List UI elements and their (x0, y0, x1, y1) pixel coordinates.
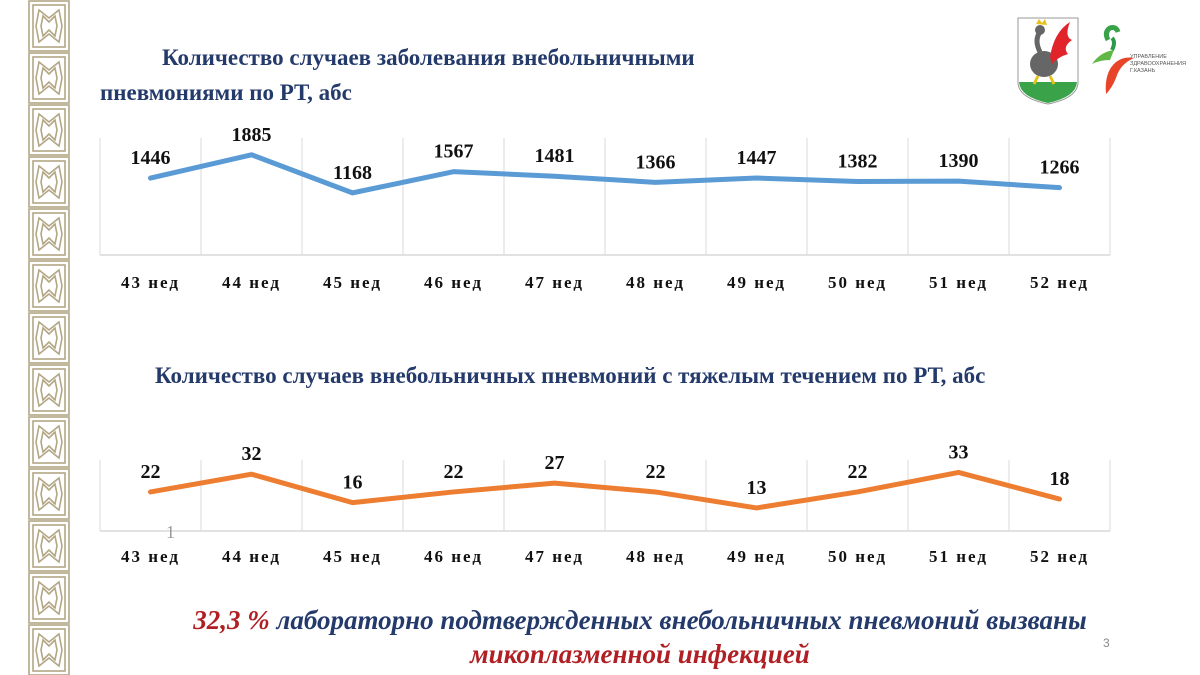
chart2-data-label: 27 (545, 452, 565, 474)
chart2-title: Количество случаев внебольничных пневмон… (155, 363, 986, 388)
chart1-category-label: 48 нед (626, 273, 685, 292)
chart1-data-label: 1366 (636, 151, 676, 173)
chart1-data-label: 1382 (838, 151, 878, 173)
chart2-data-label: 13 (747, 477, 767, 499)
chart1-data-label: 1567 (434, 141, 474, 163)
chart1-title-line2: пневмониями по РТ, абс (100, 80, 352, 105)
chart2-category-label: 51 нед (929, 547, 988, 566)
chart1-category-label: 51 нед (929, 273, 988, 292)
chart1-category-label: 44 нед (222, 273, 281, 292)
logos: УПРАВЛЕНИЕ ЗДРАВООХРАНЕНИЯ Г.КАЗАНЬ (1017, 17, 1186, 105)
chart2-data-label: 32 (242, 443, 262, 465)
chart2-data-label: 33 (949, 441, 969, 463)
chart1-data-label: 1390 (939, 150, 979, 172)
chart2-category-label: 44 нед (222, 547, 281, 566)
chart2-category-label: 49 нед (727, 547, 786, 566)
footer-highlight: 32,3 % (193, 605, 270, 635)
svg-text:УПРАВЛЕНИЕ: УПРАВЛЕНИЕ (1130, 54, 1167, 60)
kazan-coat-of-arms-logo (1017, 17, 1079, 105)
health-department-logo: УПРАВЛЕНИЕ ЗДРАВООХРАНЕНИЯ Г.КАЗАНЬ (1092, 25, 1186, 94)
svg-text:ЗДРАВООХРАНЕНИЯ: ЗДРАВООХРАНЕНИЯ (1130, 61, 1186, 67)
chart1-series-line (148, 152, 1062, 196)
svg-text:Г.КАЗАНЬ: Г.КАЗАНЬ (1130, 68, 1156, 74)
chart1-data-label: 1481 (535, 145, 575, 167)
chart1-category-label: 47 нед (525, 273, 584, 292)
footer-text: лабораторно подтвержденных внебольничных… (269, 605, 1087, 635)
chart1-category-label: 49 нед (727, 273, 786, 292)
chart1-data-label: 1168 (333, 162, 372, 184)
chart2-category-label: 47 нед (525, 547, 584, 566)
chart2-data-label: 16 (343, 472, 363, 494)
chart2-category-label: 43 нед (121, 547, 180, 566)
chart2-data-label: 22 (848, 461, 868, 483)
chart1-category-label: 46 нед (424, 273, 483, 292)
chart1-data-label: 1885 (232, 124, 272, 146)
chart2-data-label: 22 (646, 461, 666, 483)
chart2-category-label: 45 нед (323, 547, 382, 566)
chart2-data-label: 22 (444, 461, 464, 483)
footer-line2: микоплазменной инфекцией (470, 639, 810, 669)
chart2-category-label: 48 нед (626, 547, 685, 566)
chart2-category-label: 52 нед (1030, 547, 1089, 566)
chart1-title-line1: Количество случаев заболевания внебольни… (162, 45, 695, 70)
chart1-category-label: 50 нед (828, 273, 887, 292)
chart2-data-label: 22 (141, 461, 161, 483)
chart1-data-label: 1266 (1040, 157, 1080, 179)
chart2-data-label: 18 (1050, 468, 1070, 490)
chart2-series-line (148, 469, 1062, 511)
ornamental-border (26, 0, 72, 675)
chart1-category-label: 43 нед (121, 273, 180, 292)
page-number: 3 (1103, 636, 1110, 650)
chart1-title: Количество случаев заболевания внебольни… (100, 40, 860, 110)
stray-mark: 1 (166, 522, 175, 542)
chart1-category-label: 52 нед (1030, 273, 1089, 292)
chart1-data-label: 1446 (131, 147, 171, 169)
chart2-category-label: 46 нед (424, 547, 483, 566)
chart2-category-label: 50 нед (828, 547, 887, 566)
chart1-category-label: 45 нед (323, 273, 382, 292)
chart1-data-label: 1447 (737, 147, 777, 169)
footer-line1: 32,3 % лабораторно подтвержденных внебол… (100, 602, 1180, 638)
